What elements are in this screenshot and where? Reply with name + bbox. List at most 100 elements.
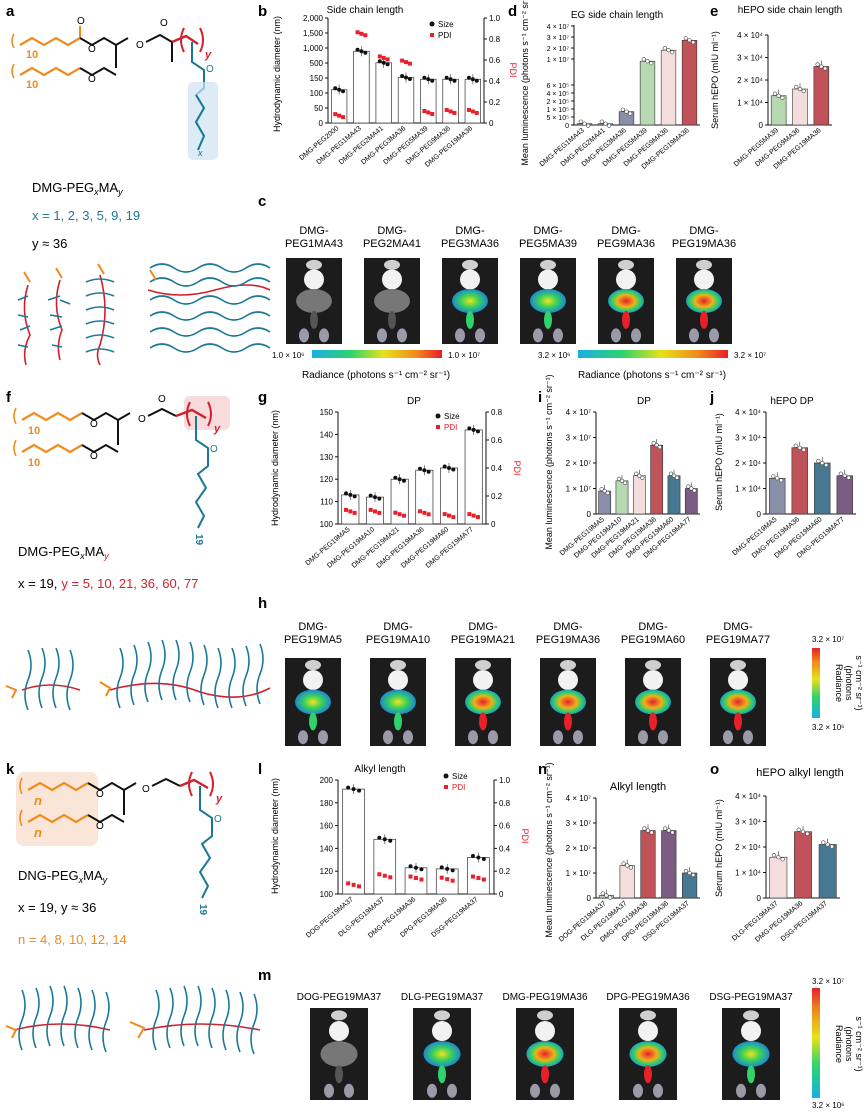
point-e-2-1 (819, 64, 824, 69)
img-images-h-spleen-3 (564, 712, 572, 731)
point-j-3-2 (846, 475, 851, 480)
img-images-m-heart-4 (743, 1010, 759, 1021)
ytick-label-n-3: 3 × 10⁷ (566, 819, 591, 828)
panel-label-o: o (710, 761, 719, 778)
point-i-3-0 (651, 441, 656, 446)
point-e-0-0 (772, 91, 778, 96)
colorbar-m (812, 988, 820, 1098)
size-point-g-3-1 (422, 468, 427, 473)
img-images-h-kidneyR-5 (743, 730, 753, 745)
xy-k: x = 19, y ≈ 36 (18, 900, 96, 915)
scale-c1-max: 1.0 × 10⁷ (448, 351, 480, 360)
svg-text:O: O (158, 394, 166, 405)
pdi-point-b-5-2 (452, 110, 457, 115)
img-images-h-heart-4 (645, 660, 661, 671)
bar-g-5 (464, 429, 483, 525)
panel-label-k: k (6, 761, 15, 778)
bar-b-1 (353, 50, 370, 124)
size-point-l-3-2 (450, 868, 455, 873)
bar-j-1 (791, 447, 808, 515)
img-images-h-liver-0 (295, 689, 331, 715)
panel-label-f: f (6, 389, 12, 406)
point-d-5-2 (691, 40, 696, 45)
legend-pdi-label: PDI (438, 31, 451, 40)
chart-l-ylabel: Hydrodynamic diameter (nm) (270, 778, 280, 894)
pdi-point-g-2-2 (401, 513, 406, 518)
polymer-cartoon-f (5, 639, 271, 711)
chart-g-title: DP (407, 396, 421, 407)
ytick-label-l-1: 120 (320, 867, 334, 876)
chart-l: Alkyl length 100 120 140 160 180 200 0 0.2 0.4 0.… (270, 764, 530, 940)
ytick-label-e-3: 3 × 10⁴ (737, 54, 763, 63)
img-images-h-kidneyR-4 (658, 730, 668, 745)
size-point-g-4-2 (451, 467, 456, 472)
panel-label-m: m (258, 967, 271, 984)
point-d-1-0 (599, 119, 604, 124)
pdi-point-b-1-1 (359, 31, 364, 36)
point-e-1-0 (794, 84, 799, 90)
pdi-point-b-3-1 (404, 60, 408, 65)
size-point-l-4-2 (481, 857, 486, 862)
img-images-m-spleen-3 (644, 1065, 652, 1084)
ytick-label-i-4: 4 × 10⁷ (566, 408, 591, 417)
img-images-m-label-0: DOG-PEG19MA37 (297, 992, 382, 1003)
scale-c2-min: 3.2 × 10⁶ (538, 351, 570, 360)
size-point-b-6-0 (466, 75, 471, 80)
img-images-h-label-a-1: DMG- (383, 621, 413, 633)
svg-text:O: O (88, 74, 96, 85)
size-point-l-2-2 (419, 867, 424, 872)
bar-d-5 (681, 39, 698, 126)
xlabel-g-5: DMG-PEG19MA77 (425, 526, 475, 570)
img-images-m-label-1: DLG-PEG19MA37 (401, 992, 484, 1003)
img-images-h-lung-0 (303, 670, 323, 690)
panel-label-a: a (6, 3, 15, 20)
bar-b-3 (397, 77, 415, 124)
bar-b-5 (442, 78, 459, 124)
chart-l-y2label: PDI (520, 828, 530, 843)
point-o-1-0 (796, 827, 801, 832)
size-point-b-0-2 (341, 89, 346, 94)
polymer-cartoon-a (17, 263, 271, 366)
units2-h: s⁻¹ cm⁻² sr⁻¹) (854, 655, 864, 710)
img-images-c-kidneyL-5 (689, 328, 699, 343)
y2tick-label-l-2: 0.4 (499, 844, 511, 853)
img-images-h-spleen-2 (479, 712, 487, 731)
point-d-3-1 (645, 59, 650, 64)
units2-m: s⁻¹ cm⁻² sr⁻¹) (854, 1016, 864, 1071)
size-point-b-5-2 (452, 78, 457, 83)
img-images-c-lung-2 (460, 269, 480, 290)
y2tick-label-b-4: 0.8 (489, 35, 501, 44)
pdi-point-b-3-0 (400, 58, 405, 63)
bar-b-4 (420, 78, 437, 124)
size-point-b-5-0 (444, 75, 449, 80)
pdi-point-g-0-1 (348, 509, 353, 514)
img-images-m-label-3: DPG-PEG19MA36 (606, 992, 690, 1003)
ytick-label-d-low-2: 1 × 10⁵ (546, 107, 569, 114)
img-images-h-heart-0 (305, 660, 321, 671)
img-images-h-spleen-0 (309, 712, 317, 731)
chart-l-title: Alkyl length (354, 764, 405, 775)
img-images-c-label-b-2: PEG3MA36 (441, 238, 499, 250)
panel-label-n: n (538, 761, 547, 778)
pdi-point-g-0-2 (352, 510, 357, 515)
img-images-h-lung-3 (558, 670, 578, 690)
img-images-h-label-a-5: DMG- (723, 621, 753, 633)
bar-o-1 (794, 831, 812, 899)
radiance-m: Radiance (834, 1025, 844, 1063)
pdi-point-g-3-0 (418, 509, 423, 514)
pdi-point-g-1-0 (368, 507, 373, 512)
ytick-label-b-7: 2,000 (303, 14, 324, 23)
img-images-h-lung-5 (728, 670, 748, 690)
chart-n-ylabel: Mean luminescence (photons s⁻¹ cm⁻² sr⁻¹… (544, 762, 554, 937)
ytick-label-j-4: 4 × 10⁴ (735, 408, 761, 417)
ytick-label-d-high-2: 3 × 10⁷ (547, 35, 570, 42)
point-n-0-1 (604, 893, 609, 898)
ytick-label-d-high-0: 1 × 10⁷ (547, 57, 570, 64)
chart-n: Alkyl length 0 1 × 10⁷ 2 × 10⁷ 3 × 10⁷ 4 × 1… (544, 762, 700, 944)
ytick-label-j-2: 2 × 10⁴ (735, 459, 761, 468)
pdi-point-l-3-2 (450, 878, 455, 883)
size-point-b-0-0 (333, 86, 338, 91)
img-images-h-kidneyL-0 (298, 730, 308, 745)
point-d-1-1 (603, 121, 608, 126)
pdi-point-b-6-1 (470, 109, 475, 114)
